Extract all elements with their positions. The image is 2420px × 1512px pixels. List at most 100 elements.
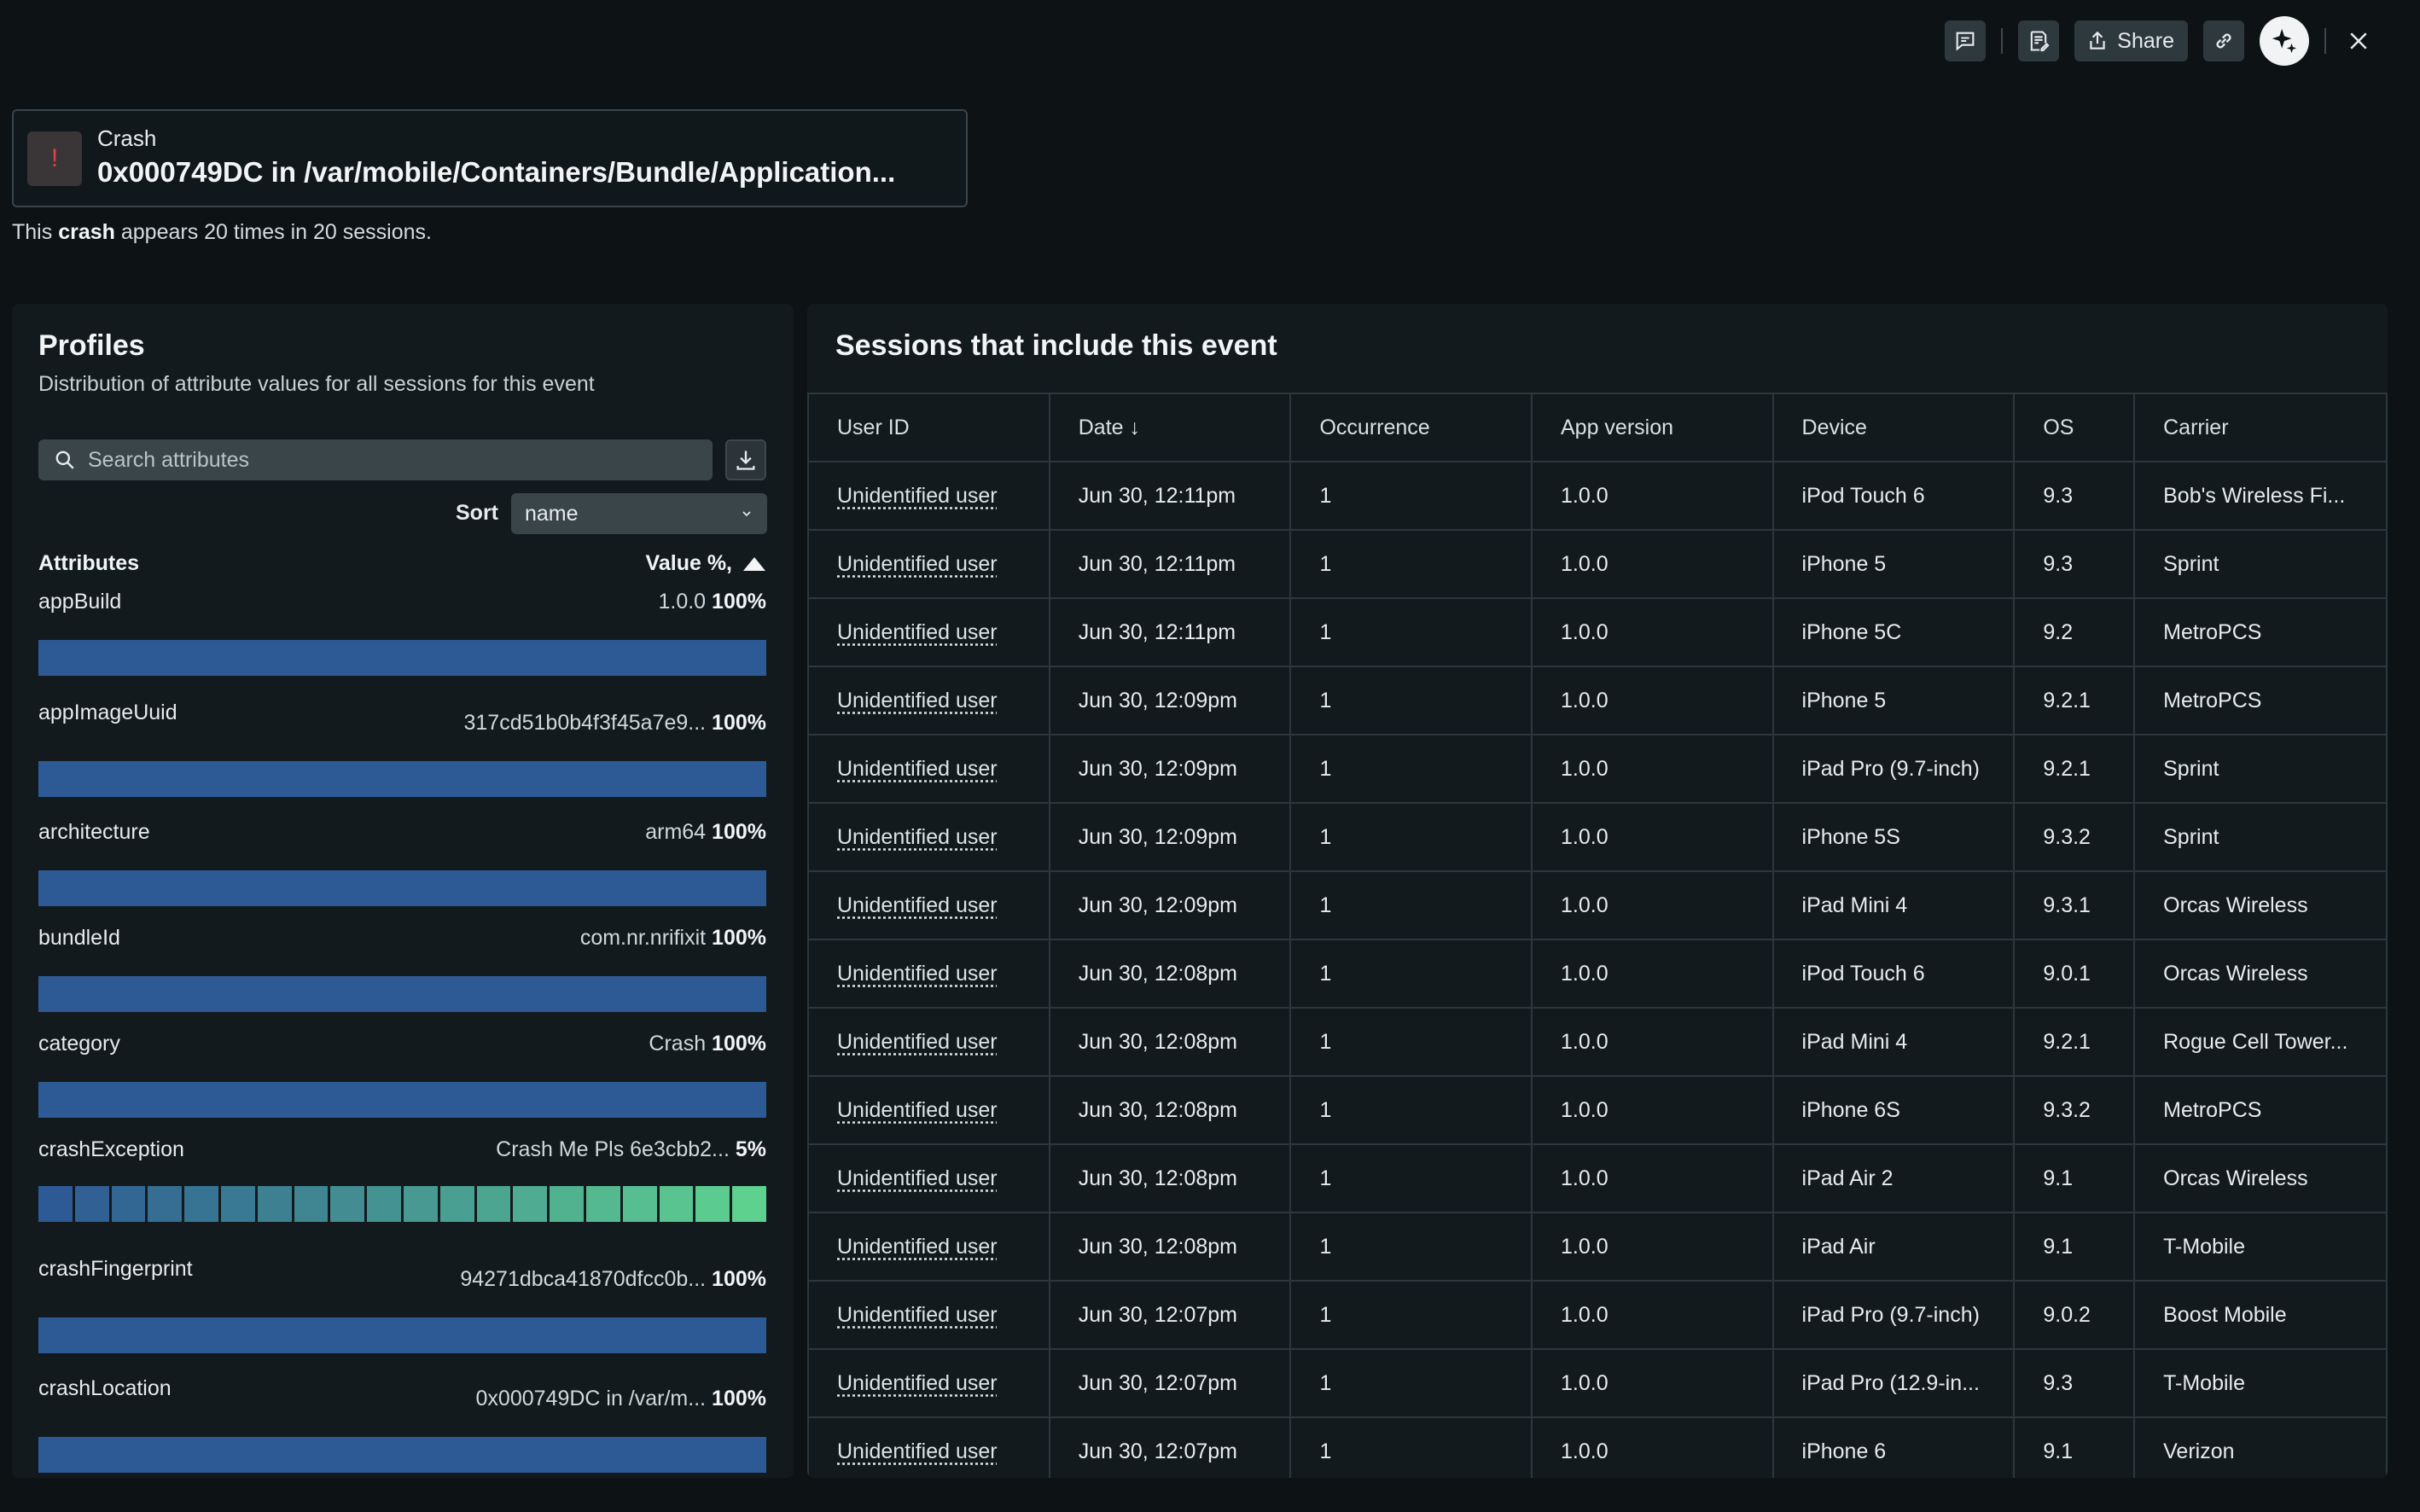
table-cell: Orcas Wireless xyxy=(2133,939,2388,1009)
share-button[interactable]: Share xyxy=(2074,20,2188,61)
distribution-segment[interactable] xyxy=(38,1186,73,1222)
attribute-item[interactable]: crashFingerprint 94271dbca41870dfcc0b... … xyxy=(38,1257,766,1353)
search-input[interactable] xyxy=(86,446,684,474)
user-id-link[interactable]: Unidentified user xyxy=(807,461,1050,531)
table-row[interactable]: Unidentified user Jun 30, 12:09pm 1 1.0.0 iP… xyxy=(807,734,2388,804)
table-row[interactable]: Unidentified user Jun 30, 12:08pm 1 1.0.0 iP… xyxy=(807,1143,2388,1213)
attribute-distribution-bar[interactable] xyxy=(38,761,766,797)
table-row[interactable]: Unidentified user Jun 30, 12:08pm 1 1.0.0 iP… xyxy=(807,1075,2388,1145)
distribution-segment[interactable] xyxy=(111,1186,146,1222)
column-header[interactable]: App version xyxy=(1531,393,1774,462)
distribution-segment[interactable] xyxy=(732,1186,766,1222)
attribute-item[interactable]: category Crash 100% xyxy=(38,1032,766,1118)
table-cell: 1 xyxy=(1289,461,1533,531)
table-row[interactable]: Unidentified user Jun 30, 12:11pm 1 1.0.0 iP… xyxy=(807,529,2388,599)
distribution-segment[interactable] xyxy=(622,1186,657,1222)
table-row[interactable]: Unidentified user Jun 30, 12:08pm 1 1.0.0 iP… xyxy=(807,939,2388,1009)
link-icon[interactable] xyxy=(2203,20,2244,61)
close-icon[interactable] xyxy=(2338,20,2379,61)
value-column-header[interactable]: Value %, xyxy=(646,551,766,576)
user-id-link[interactable]: Unidentified user xyxy=(807,1075,1050,1145)
distribution-segment[interactable] xyxy=(550,1186,584,1222)
distribution-segment[interactable] xyxy=(148,1186,183,1222)
table-row[interactable]: Unidentified user Jun 30, 12:11pm 1 1.0.0 iP… xyxy=(807,597,2388,667)
table-row[interactable]: Unidentified user Jun 30, 12:07pm 1 1.0.0 iP… xyxy=(807,1416,2388,1478)
attribute-item[interactable]: architecture arm64 100% xyxy=(38,820,766,906)
distribution-segment[interactable] xyxy=(439,1186,474,1222)
attribute-distribution-bar[interactable] xyxy=(38,976,766,1012)
user-id-link[interactable]: Unidentified user xyxy=(807,666,1050,736)
user-id-link[interactable]: Unidentified user xyxy=(807,1007,1050,1077)
table-cell: 1.0.0 xyxy=(1531,939,1774,1009)
user-id-link[interactable]: Unidentified user xyxy=(807,1143,1050,1213)
sort-label: Sort xyxy=(456,501,498,525)
column-header[interactable]: Occurrence xyxy=(1289,393,1533,462)
table-row[interactable]: Unidentified user Jun 30, 12:07pm 1 1.0.0 iP… xyxy=(807,1280,2388,1350)
attribute-distribution-bar[interactable] xyxy=(38,1082,766,1118)
user-id-link[interactable]: Unidentified user xyxy=(807,1416,1050,1478)
distribution-segment[interactable] xyxy=(513,1186,548,1222)
table-cell: iPad Pro (9.7-inch) xyxy=(1771,1280,2016,1350)
attribute-item[interactable]: crashLocation 0x000749DC in /var/m... 100… xyxy=(38,1376,766,1473)
user-id-link[interactable]: Unidentified user xyxy=(807,1212,1050,1282)
column-header[interactable]: Device xyxy=(1771,393,2016,462)
ai-assistant-icon[interactable] xyxy=(2260,16,2309,66)
distribution-segment[interactable] xyxy=(659,1186,694,1222)
attribute-search[interactable] xyxy=(38,439,713,480)
attribute-item[interactable]: appBuild 1.0.0 100% xyxy=(38,590,766,676)
table-cell: Jun 30, 12:08pm xyxy=(1048,1075,1292,1145)
distribution-segment[interactable] xyxy=(294,1186,329,1222)
table-cell: Orcas Wireless xyxy=(2133,1143,2388,1213)
table-row[interactable]: Unidentified user Jun 30, 12:09pm 1 1.0.0 iP… xyxy=(807,870,2388,940)
distribution-segment[interactable] xyxy=(367,1186,401,1222)
attribute-item[interactable]: bundleId com.nr.nrifixit 100% xyxy=(38,926,766,1012)
distribution-segment[interactable] xyxy=(476,1186,511,1222)
distribution-segment[interactable] xyxy=(257,1186,292,1222)
user-id-link[interactable]: Unidentified user xyxy=(807,529,1050,599)
attribute-item[interactable]: crashException Crash Me Pls 6e3cbb2... 5% xyxy=(38,1137,766,1222)
attribute-item[interactable]: appImageUuid 317cd51b0b4f3f45a7e9... 100% xyxy=(38,701,766,797)
download-button[interactable] xyxy=(725,439,766,480)
table-cell: 1 xyxy=(1289,1007,1533,1077)
user-id-link[interactable]: Unidentified user xyxy=(807,802,1050,872)
distribution-segment[interactable] xyxy=(330,1186,365,1222)
column-header[interactable]: OS xyxy=(2013,393,2136,462)
table-cell: 9.3 xyxy=(2013,1348,2136,1418)
attribute-top-value: 0x000749DC in /var/m... xyxy=(475,1387,707,1410)
distribution-segment[interactable] xyxy=(184,1186,218,1222)
column-header[interactable]: User ID xyxy=(807,393,1050,462)
user-id-link[interactable]: Unidentified user xyxy=(807,734,1050,804)
user-id-link[interactable]: Unidentified user xyxy=(807,939,1050,1009)
user-id-link[interactable]: Unidentified user xyxy=(807,597,1050,667)
table-row[interactable]: Unidentified user Jun 30, 12:09pm 1 1.0.0 iP… xyxy=(807,666,2388,736)
share-label: Share xyxy=(2117,28,2174,53)
distribution-segment[interactable] xyxy=(403,1186,438,1222)
sort-select[interactable]: name xyxy=(511,493,767,534)
table-row[interactable]: Unidentified user Jun 30, 12:07pm 1 1.0.0 iP… xyxy=(807,1348,2388,1418)
user-id-link[interactable]: Unidentified user xyxy=(807,1280,1050,1350)
user-id-link[interactable]: Unidentified user xyxy=(807,870,1050,940)
table-row[interactable]: Unidentified user Jun 30, 12:09pm 1 1.0.0 iP… xyxy=(807,802,2388,872)
attribute-distribution-bar[interactable] xyxy=(38,1437,766,1473)
table-row[interactable]: Unidentified user Jun 30, 12:08pm 1 1.0.0 iP… xyxy=(807,1212,2388,1282)
distribution-segment[interactable] xyxy=(695,1186,730,1222)
attribute-distribution-bar[interactable] xyxy=(38,1317,766,1353)
user-id-link[interactable]: Unidentified user xyxy=(807,1348,1050,1418)
distribution-segment[interactable] xyxy=(220,1186,255,1222)
attribute-distribution-bar[interactable] xyxy=(38,640,766,676)
table-cell: iPad Mini 4 xyxy=(1771,1007,2016,1077)
attribute-distribution-bar[interactable] xyxy=(38,1186,766,1222)
table-cell: Jun 30, 12:09pm xyxy=(1048,802,1292,872)
table-row[interactable]: Unidentified user Jun 30, 12:11pm 1 1.0.0 iP… xyxy=(807,461,2388,531)
attribute-distribution-bar[interactable] xyxy=(38,870,766,906)
distribution-segment[interactable] xyxy=(585,1186,620,1222)
distribution-segment[interactable] xyxy=(74,1186,109,1222)
notes-icon[interactable] xyxy=(2018,20,2060,61)
table-cell: Jun 30, 12:08pm xyxy=(1048,939,1292,1009)
table-row[interactable]: Unidentified user Jun 30, 12:08pm 1 1.0.0 iP… xyxy=(807,1007,2388,1077)
table-cell: 1 xyxy=(1289,802,1533,872)
column-header[interactable]: Carrier xyxy=(2133,393,2388,462)
comment-icon[interactable] xyxy=(1945,20,1987,61)
table-cell: iPad Mini 4 xyxy=(1771,870,2016,940)
column-header[interactable]: Date ↓ xyxy=(1048,393,1292,462)
